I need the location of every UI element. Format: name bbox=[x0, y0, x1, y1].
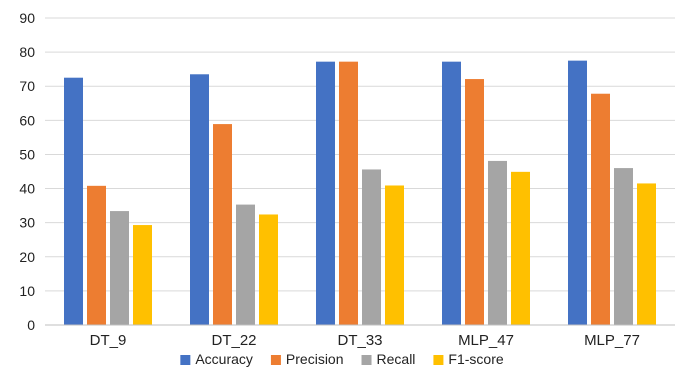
y-tick-label: 80 bbox=[19, 44, 35, 60]
y-tick-label: 20 bbox=[19, 249, 35, 265]
bar-f1-score-mlp-47 bbox=[511, 171, 530, 325]
axes: 0 10 20 30 40 50 60 70 80 90 DT_9 DT_22 DT_33 MLP_47 M… bbox=[19, 10, 675, 349]
bar-precision-mlp-47 bbox=[465, 79, 484, 325]
y-tick-label: 0 bbox=[27, 317, 35, 333]
legend: Accuracy Precision Recall F1-score bbox=[180, 351, 504, 367]
y-tick-label: 10 bbox=[19, 283, 35, 299]
bar-recall-dt-9 bbox=[110, 211, 129, 325]
y-tick-label: 50 bbox=[19, 146, 35, 162]
bar-precision-dt-22 bbox=[213, 124, 232, 325]
x-tick-label: MLP_47 bbox=[458, 332, 514, 349]
legend-swatch bbox=[361, 355, 372, 365]
bar-f1-score-dt-9 bbox=[133, 225, 152, 325]
x-tick-label: DT_9 bbox=[90, 332, 127, 349]
x-tick-label: DT_22 bbox=[211, 332, 256, 349]
bar-recall-dt-22 bbox=[236, 204, 255, 325]
bar-recall-mlp-47 bbox=[488, 160, 507, 325]
legend-label: Precision bbox=[286, 351, 344, 367]
legend-label: Accuracy bbox=[195, 351, 253, 367]
x-tick-label: DT_33 bbox=[337, 332, 382, 349]
bar-precision-dt-33 bbox=[339, 61, 358, 325]
bar-f1-score-dt-22 bbox=[259, 214, 278, 325]
bar-f1-score-mlp-77 bbox=[637, 183, 656, 325]
y-tick-label: 70 bbox=[19, 78, 35, 94]
y-tick-label: 30 bbox=[19, 215, 35, 231]
x-tick-label: MLP_77 bbox=[584, 332, 640, 349]
bar-precision-mlp-77 bbox=[591, 93, 610, 325]
y-tick-label: 90 bbox=[19, 10, 35, 26]
bar-accuracy-dt-9 bbox=[64, 77, 83, 325]
legend-swatch bbox=[180, 355, 191, 365]
bar-f1-score-dt-33 bbox=[385, 185, 404, 325]
legend-swatch bbox=[270, 355, 281, 365]
bar-accuracy-dt-22 bbox=[190, 74, 209, 326]
y-tick-label: 40 bbox=[19, 181, 35, 197]
bar-recall-dt-33 bbox=[362, 169, 381, 325]
bar-accuracy-mlp-47 bbox=[442, 61, 461, 325]
bar-precision-dt-9 bbox=[87, 185, 106, 325]
y-tick-label: 60 bbox=[19, 112, 35, 128]
legend-label: F1-score bbox=[448, 351, 503, 367]
bar-recall-mlp-77 bbox=[614, 168, 633, 325]
bar-accuracy-dt-33 bbox=[316, 61, 335, 325]
bars bbox=[64, 60, 656, 326]
legend-swatch bbox=[433, 355, 444, 365]
bar-accuracy-mlp-77 bbox=[568, 60, 587, 326]
legend-label: Recall bbox=[377, 351, 416, 367]
